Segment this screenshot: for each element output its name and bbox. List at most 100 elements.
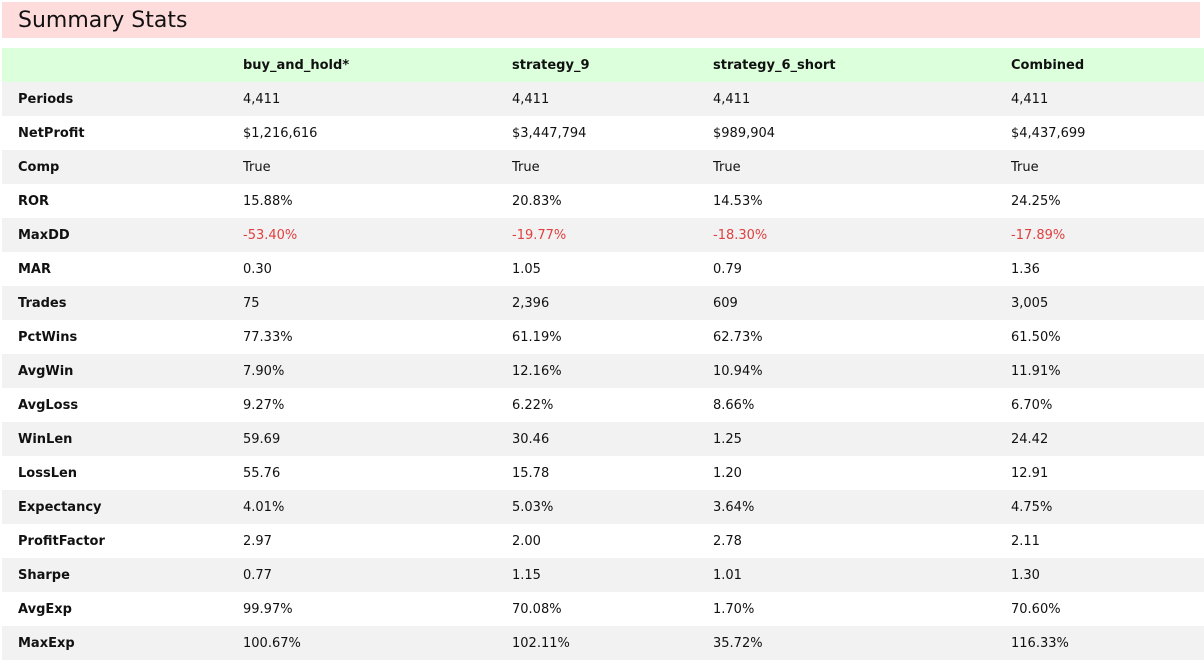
row-label: PctWins [18,329,78,345]
row-label: AvgExp [18,601,72,617]
table-row: PctWins 77.33% 61.19% 62.73% 61.50% [2,320,1204,354]
table-row: Trades 75 2,396 609 3,005 [2,286,1204,320]
cell-strategy-9: 61.19% [512,329,562,345]
table-row: ROR 15.88% 20.83% 14.53% 24.25% [2,184,1204,218]
cell-strategy-6-short: 62.73% [713,329,763,345]
cell-combined: 70.60% [1011,601,1061,617]
cell-combined: 24.25% [1011,193,1061,209]
cell-strategy-9: 1.15 [512,567,541,583]
cell-combined: -17.89% [1011,227,1066,243]
cell-combined: 24.42 [1011,431,1049,447]
cell-strategy-9: 30.46 [512,431,550,447]
cell-strategy-9: True [512,159,540,175]
table-row: MAR 0.30 1.05 0.79 1.36 [2,252,1204,286]
row-label: Expectancy [18,499,102,515]
cell-buy-and-hold: 15.88% [243,193,293,209]
cell-combined: 11.91% [1011,363,1061,379]
cell-combined: 116.33% [1011,635,1069,651]
cell-strategy-9: 6.22% [512,397,554,413]
row-label: MaxDD [18,227,70,243]
row-label: LossLen [18,465,78,481]
cell-strategy-9: 5.03% [512,499,554,515]
row-label: WinLen [18,431,73,447]
page-title: Summary Stats [18,8,188,33]
cell-buy-and-hold: 100.67% [243,635,301,651]
cell-buy-and-hold: 7.90% [243,363,285,379]
column-header-strategy-6-short: strategy_6_short [713,57,836,73]
table-row: AvgLoss 9.27% 6.22% 8.66% 6.70% [2,388,1204,422]
cell-strategy-9: 15.78 [512,465,550,481]
cell-strategy-6-short: 14.53% [713,193,763,209]
cell-strategy-9: 2.00 [512,533,541,549]
table-row: MaxExp 100.67% 102.11% 35.72% 116.33% [2,626,1204,660]
cell-strategy-6-short: 609 [713,295,738,311]
cell-strategy-9: 2,396 [512,295,550,311]
cell-buy-and-hold: True [243,159,271,175]
header-row: buy_and_hold* strategy_9 strategy_6_shor… [2,48,1204,82]
cell-strategy-9: 1.05 [512,261,541,277]
cell-strategy-6-short: True [713,159,741,175]
cell-combined: 12.91 [1011,465,1049,481]
table-row: NetProfit $1,216,616 $3,447,794 $989,904 $4,… [2,116,1204,150]
cell-strategy-6-short: -18.30% [713,227,768,243]
cell-strategy-6-short: 1.20 [713,465,742,481]
table-row: Sharpe 0.77 1.15 1.01 1.30 [2,558,1204,592]
cell-buy-and-hold: 59.69 [243,431,281,447]
summary-header-bar: Summary Stats [2,2,1200,38]
cell-strategy-9: $3,447,794 [512,125,587,141]
cell-buy-and-hold: 75 [243,295,260,311]
column-header-buy-and-hold: buy_and_hold* [243,57,350,73]
cell-buy-and-hold: 4,411 [243,91,281,107]
cell-strategy-6-short: 4,411 [713,91,751,107]
cell-combined: 4,411 [1011,91,1049,107]
cell-strategy-6-short: 2.78 [713,533,742,549]
column-header-label [2,48,243,82]
table-row: Expectancy 4.01% 5.03% 3.64% 4.75% [2,490,1204,524]
cell-combined: 2.11 [1011,533,1040,549]
summary-stats-table: buy_and_hold* strategy_9 strategy_6_shor… [2,48,1204,660]
row-label: ProfitFactor [18,533,105,549]
cell-combined: 6.70% [1011,397,1053,413]
cell-buy-and-hold: 0.30 [243,261,272,277]
row-label: AvgWin [18,363,74,379]
cell-strategy-6-short: 35.72% [713,635,763,651]
cell-strategy-6-short: $989,904 [713,125,776,141]
cell-buy-and-hold: 0.77 [243,567,272,583]
row-label: MaxExp [18,635,75,651]
cell-strategy-9: 102.11% [512,635,570,651]
cell-buy-and-hold: $1,216,616 [243,125,318,141]
column-header-combined: Combined [1011,57,1085,73]
row-label: AvgLoss [18,397,79,413]
table-row: AvgExp 99.97% 70.08% 1.70% 70.60% [2,592,1204,626]
cell-buy-and-hold: 2.97 [243,533,272,549]
cell-strategy-6-short: 1.70% [713,601,755,617]
table-row: Periods 4,411 4,411 4,411 4,411 [2,82,1204,116]
table-row: ProfitFactor 2.97 2.00 2.78 2.11 [2,524,1204,558]
row-label: Sharpe [18,567,70,583]
table-row: WinLen 59.69 30.46 1.25 24.42 [2,422,1204,456]
cell-buy-and-hold: 77.33% [243,329,293,345]
cell-strategy-6-short: 3.64% [713,499,755,515]
cell-combined: True [1011,159,1039,175]
cell-buy-and-hold: 99.97% [243,601,293,617]
cell-strategy-6-short: 1.25 [713,431,742,447]
column-header-strategy-9: strategy_9 [512,57,590,73]
cell-buy-and-hold: 55.76 [243,465,281,481]
cell-combined: 4.75% [1011,499,1053,515]
cell-strategy-6-short: 10.94% [713,363,763,379]
cell-buy-and-hold: 4.01% [243,499,285,515]
cell-combined: 1.30 [1011,567,1040,583]
cell-strategy-6-short: 0.79 [713,261,742,277]
cell-combined: $4,437,699 [1011,125,1086,141]
row-label: NetProfit [18,125,85,141]
row-label: MAR [18,261,52,277]
cell-buy-and-hold: -53.40% [243,227,298,243]
cell-strategy-9: 12.16% [512,363,562,379]
cell-strategy-9: 70.08% [512,601,562,617]
cell-combined: 1.36 [1011,261,1040,277]
table-row: AvgWin 7.90% 12.16% 10.94% 11.91% [2,354,1204,388]
table-row: Comp True True True True [2,150,1204,184]
table-body: Periods 4,411 4,411 4,411 4,411 NetProfit $1,2… [2,82,1204,660]
table-header: buy_and_hold* strategy_9 strategy_6_shor… [2,48,1204,82]
cell-strategy-9: -19.77% [512,227,567,243]
